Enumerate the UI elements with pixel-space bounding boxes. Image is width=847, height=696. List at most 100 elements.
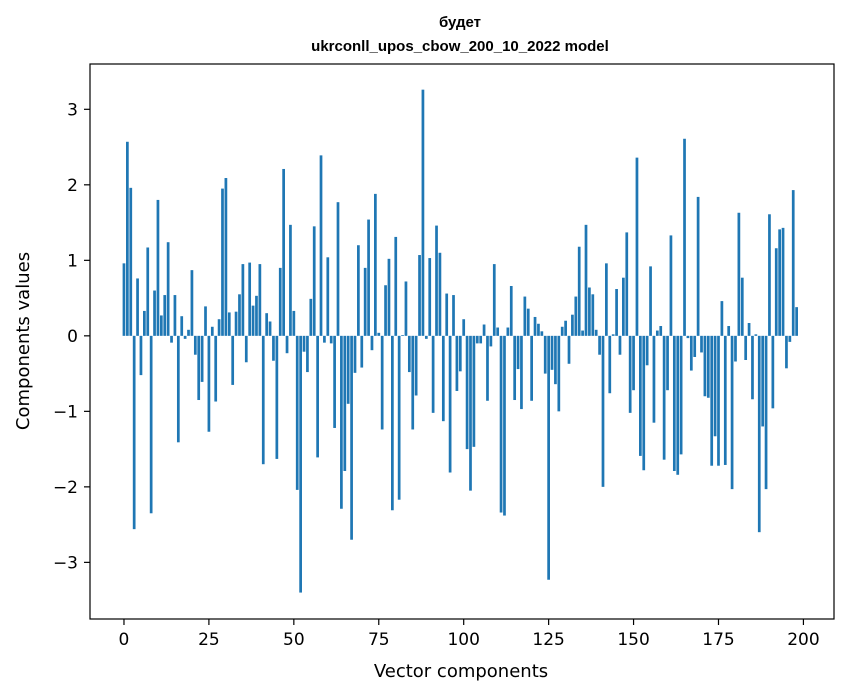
bar <box>285 335 289 354</box>
bar <box>353 335 357 373</box>
bar <box>520 335 523 410</box>
bar <box>193 335 197 355</box>
bar <box>622 277 625 336</box>
bar <box>428 258 432 336</box>
bar <box>475 335 479 344</box>
bar <box>744 335 748 360</box>
bar <box>703 335 707 397</box>
bar <box>153 290 156 336</box>
chart-subtitle: ukrconll_upos_cbow_200_10_2022 model <box>311 38 609 55</box>
bar <box>414 335 418 396</box>
bar <box>696 196 700 336</box>
bar <box>143 310 146 336</box>
bar <box>482 324 486 336</box>
bar <box>642 335 646 471</box>
bar <box>455 335 459 391</box>
bar <box>424 335 428 339</box>
bar <box>340 335 343 509</box>
bar <box>689 335 693 371</box>
bar <box>126 141 129 336</box>
bar <box>139 335 143 376</box>
x-tick-label: 200 <box>787 630 819 650</box>
bar <box>421 89 425 336</box>
y-tick-label: −2 <box>53 478 78 498</box>
bar <box>672 335 676 471</box>
bar <box>469 335 472 491</box>
bar <box>761 335 765 427</box>
bar <box>282 168 285 336</box>
bar <box>452 295 455 336</box>
bar <box>791 190 795 336</box>
bar <box>458 335 462 372</box>
bar <box>336 202 340 336</box>
bar <box>132 335 136 530</box>
bar <box>499 335 503 513</box>
y-tick-label: 0 <box>67 327 78 347</box>
x-tick-label: 75 <box>368 630 390 650</box>
bar <box>662 335 666 460</box>
bar <box>639 335 642 456</box>
bar <box>224 178 228 336</box>
x-tick-label: 125 <box>532 630 564 650</box>
bar <box>730 335 734 490</box>
bar <box>676 335 680 475</box>
x-tick-label: 50 <box>283 630 305 650</box>
bar <box>516 335 520 370</box>
bar <box>350 335 353 540</box>
bar <box>329 335 333 344</box>
bar <box>679 335 683 455</box>
bar <box>601 335 605 487</box>
bar-series <box>122 89 798 593</box>
bar <box>367 219 370 336</box>
bar <box>492 264 496 336</box>
bar <box>608 335 612 394</box>
bar <box>234 311 238 336</box>
x-tick-label: 100 <box>447 630 479 650</box>
bar <box>275 335 279 459</box>
bar <box>149 335 153 514</box>
bar <box>649 266 652 336</box>
bar <box>496 327 500 336</box>
bar <box>693 335 697 357</box>
bar <box>251 305 255 336</box>
bar <box>377 332 381 336</box>
bar <box>173 295 177 336</box>
bar <box>625 232 629 336</box>
y-tick-label: 2 <box>67 176 78 196</box>
bar <box>740 277 744 336</box>
x-tick-label: 0 <box>119 630 130 650</box>
bar <box>309 298 313 336</box>
bar <box>611 334 615 336</box>
bar <box>418 255 421 336</box>
bar <box>669 235 673 336</box>
bar <box>574 296 578 336</box>
bar <box>333 335 336 428</box>
bar <box>221 188 224 336</box>
bar <box>190 270 194 336</box>
bar <box>180 316 184 336</box>
bar <box>170 335 173 343</box>
bar <box>272 335 275 361</box>
bar <box>615 289 618 336</box>
bar <box>431 335 435 413</box>
bar <box>156 199 160 336</box>
bar <box>479 335 483 344</box>
bar <box>122 263 126 336</box>
bar <box>754 334 758 336</box>
bar <box>659 326 663 336</box>
bar <box>316 335 319 458</box>
bar <box>343 335 347 471</box>
y-tick-label: −1 <box>53 402 78 422</box>
bar <box>785 335 788 369</box>
bar <box>319 155 323 336</box>
bar <box>217 319 221 336</box>
bar <box>244 335 248 363</box>
bar <box>710 335 714 466</box>
bar <box>523 296 527 336</box>
bar <box>465 335 469 450</box>
bar <box>299 335 302 593</box>
bar <box>503 335 506 516</box>
bar <box>720 301 724 336</box>
bar <box>652 335 656 423</box>
